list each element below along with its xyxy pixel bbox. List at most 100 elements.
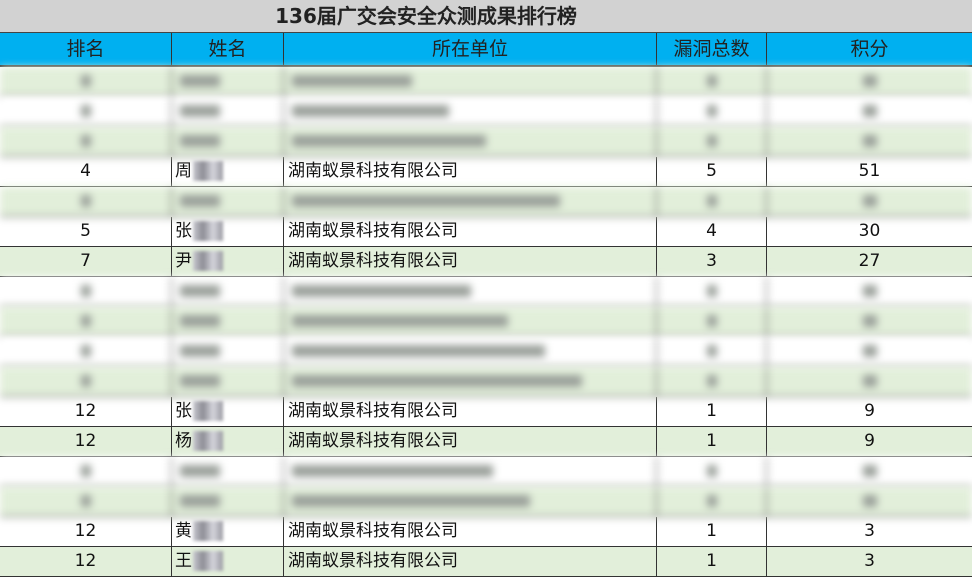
score-cell: 9 — [864, 431, 875, 451]
rank-cell: 12 — [0, 547, 172, 576]
rank-cell: 12 — [0, 517, 172, 546]
table-row: 7 尹 湖南蚁景科技有限公司 3 27 — [0, 247, 972, 277]
org-cell: 湖南蚁景科技有限公司 — [284, 217, 657, 246]
redacted-cell — [0, 457, 172, 486]
redacted-cell — [0, 337, 172, 366]
redacted-cell — [172, 67, 284, 96]
table-body: 4 周湖南蚁景科技有限公司 5 51 5 张湖南蚁景科技有限公司 4 30 7 尹湖南蚁景科技有限… — [0, 67, 972, 577]
surname: 杨 — [175, 431, 192, 451]
table-row-redacted — [0, 187, 972, 217]
table-row: 12 杨 湖南蚁景科技有限公司 1 9 — [0, 427, 972, 457]
redacted-cell — [284, 277, 657, 306]
table-row-redacted — [0, 457, 972, 487]
org-cell: 湖南蚁景科技有限公司 — [284, 157, 657, 186]
redacted-cell — [657, 367, 767, 396]
redacted-cell — [767, 307, 972, 336]
redacted-cell — [657, 277, 767, 306]
redacted-cell — [0, 277, 172, 306]
redacted-cell — [767, 277, 972, 306]
redacted-cell — [657, 187, 767, 216]
rank-cell: 4 — [0, 157, 172, 186]
redacted-cell — [172, 97, 284, 126]
redacted-cell — [657, 337, 767, 366]
redacted-cell — [657, 67, 767, 96]
org-cell: 湖南蚁景科技有限公司 — [284, 517, 657, 546]
surname: 周 — [175, 161, 192, 181]
table-row: 12 张 湖南蚁景科技有限公司 1 9 — [0, 397, 972, 427]
name-cell: 黄 — [172, 517, 284, 546]
vulns-cell: 3 — [657, 247, 767, 276]
score-cell: 51 — [858, 161, 881, 181]
name-cell: 张 — [172, 217, 284, 246]
surname: 张 — [175, 221, 192, 241]
table-row-redacted — [0, 277, 972, 307]
table-row: 5 张 湖南蚁景科技有限公司 4 30 — [0, 217, 972, 247]
redacted-cell — [284, 97, 657, 126]
redacted-cell — [172, 367, 284, 396]
redacted-cell — [0, 487, 172, 516]
org-cell: 湖南蚁景科技有限公司 — [284, 247, 657, 276]
redacted-cell — [657, 457, 767, 486]
rank-cell: 5 — [0, 217, 172, 246]
redacted-cell — [172, 187, 284, 216]
header-name: 姓名 — [172, 33, 284, 65]
table-row-redacted — [0, 97, 972, 127]
redacted-cell — [657, 127, 767, 156]
name-mosaic — [193, 431, 223, 451]
redacted-cell — [767, 127, 972, 156]
vulns-cell: 1 — [657, 517, 767, 546]
redacted-cell — [172, 337, 284, 366]
table-header: 排名 姓名 所在单位 漏洞总数 积分 — [0, 33, 972, 67]
name-cell: 杨 — [172, 427, 284, 456]
redacted-cell — [284, 67, 657, 96]
score-cell: 9 — [864, 401, 875, 421]
redacted-cell — [172, 127, 284, 156]
redacted-cell — [0, 97, 172, 126]
vulns-cell: 4 — [657, 217, 767, 246]
table-row: 12 王 湖南蚁景科技有限公司 1 3 — [0, 547, 972, 577]
redacted-cell — [284, 187, 657, 216]
surname: 黄 — [175, 521, 192, 541]
redacted-cell — [657, 487, 767, 516]
redacted-cell — [0, 307, 172, 336]
table-row-redacted — [0, 487, 972, 517]
table-title: 136届广交会安全众测成果排行榜 — [0, 0, 972, 33]
redacted-cell — [284, 367, 657, 396]
org-cell: 湖南蚁景科技有限公司 — [284, 547, 657, 576]
table-row-redacted — [0, 367, 972, 397]
header-score: 积分 — [850, 38, 889, 60]
redacted-cell — [284, 487, 657, 516]
redacted-cell — [767, 487, 972, 516]
redacted-cell — [767, 337, 972, 366]
rank-cell: 12 — [0, 427, 172, 456]
redacted-cell — [0, 127, 172, 156]
name-mosaic — [193, 251, 223, 271]
redacted-cell — [767, 187, 972, 216]
surname: 王 — [175, 551, 192, 571]
header-org: 所在单位 — [284, 33, 657, 65]
vulns-cell: 1 — [657, 427, 767, 456]
name-mosaic — [193, 521, 223, 541]
table-row-redacted — [0, 127, 972, 157]
name-mosaic — [193, 401, 223, 421]
redacted-cell — [767, 367, 972, 396]
redacted-cell — [0, 187, 172, 216]
score-cell: 27 — [858, 251, 881, 271]
rank-cell: 12 — [0, 397, 172, 426]
redacted-cell — [657, 97, 767, 126]
table-row: 12 黄 湖南蚁景科技有限公司 1 3 — [0, 517, 972, 547]
org-cell: 湖南蚁景科技有限公司 — [284, 397, 657, 426]
vulns-cell: 1 — [657, 547, 767, 576]
redacted-cell — [172, 307, 284, 336]
header-vulns: 漏洞总数 — [657, 33, 767, 65]
redacted-cell — [767, 67, 972, 96]
redacted-cell — [0, 67, 172, 96]
name-mosaic — [193, 161, 223, 181]
redacted-cell — [284, 127, 657, 156]
score-cell: 3 — [864, 521, 875, 541]
rank-cell: 7 — [0, 247, 172, 276]
vulns-cell: 1 — [657, 397, 767, 426]
vulns-cell: 5 — [657, 157, 767, 186]
redacted-cell — [767, 457, 972, 486]
org-cell: 湖南蚁景科技有限公司 — [284, 427, 657, 456]
